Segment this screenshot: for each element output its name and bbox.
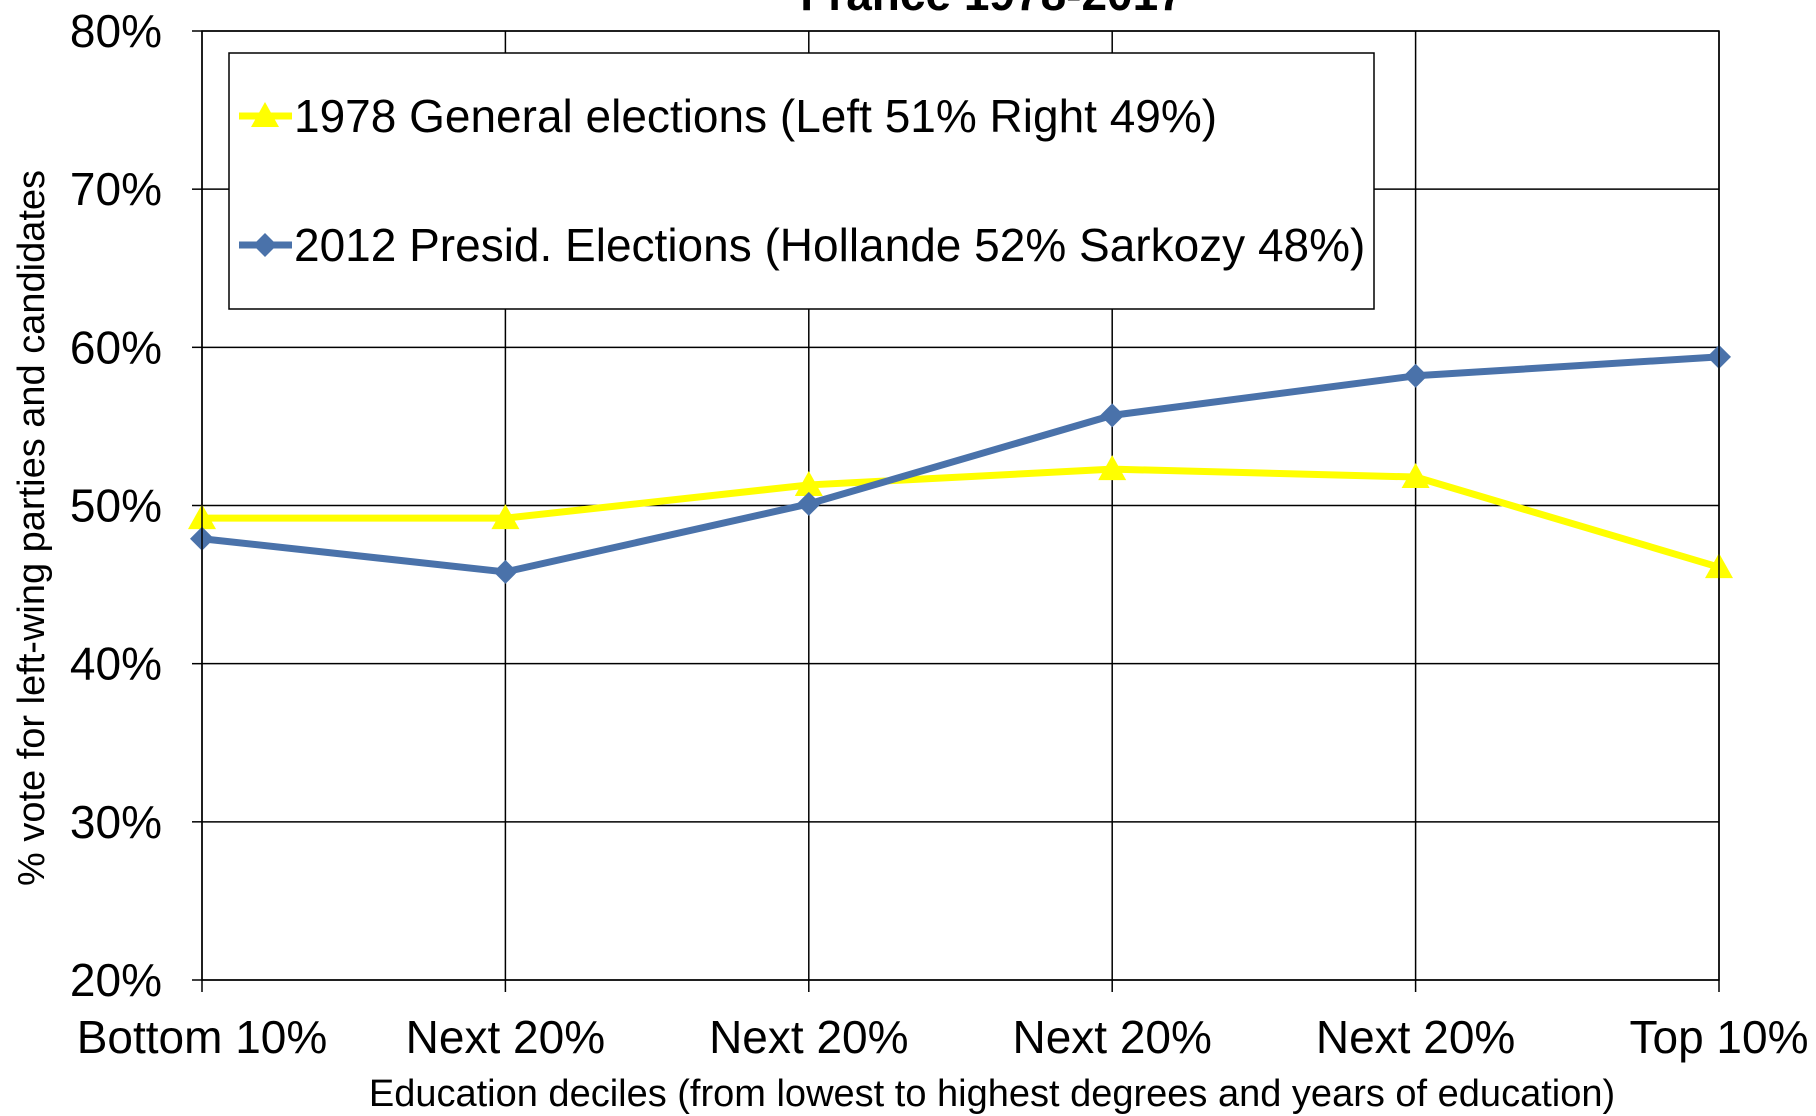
- marker: [1403, 363, 1428, 388]
- y-tick-label: 40%: [70, 638, 162, 690]
- legend-box: [228, 52, 1375, 310]
- legend: 1978 General elections (Left 51% Right 4…: [228, 52, 1375, 310]
- x-tick-label: Next 20%: [709, 1011, 908, 1063]
- x-tick-label: Next 20%: [1316, 1011, 1515, 1063]
- marker: [794, 470, 823, 496]
- y-tick-label: 20%: [70, 954, 162, 1006]
- x-tick-label: Next 20%: [406, 1011, 605, 1063]
- x-tick-label: Next 20%: [1012, 1011, 1211, 1063]
- x-tick-label: Top 10%: [1629, 1011, 1808, 1063]
- marker: [796, 491, 821, 516]
- x-axis-title: Education deciles (from lowest to highes…: [369, 1073, 1615, 1115]
- marker: [491, 504, 520, 530]
- y-axis-title: % vote for left-wing parties and candida…: [11, 170, 53, 886]
- y-tick-label: 80%: [70, 5, 162, 57]
- plot-frame: [201, 30, 1720, 981]
- series-line: [202, 465, 1720, 571]
- y-tick-label: 50%: [70, 480, 162, 532]
- marker: [493, 559, 518, 584]
- y-tick-label: 60%: [70, 321, 162, 373]
- marker: [1098, 455, 1127, 481]
- marker: [1401, 463, 1430, 489]
- y-tick-label: 30%: [70, 796, 162, 848]
- series-line: [201, 353, 1720, 576]
- y-tick-label: 70%: [70, 163, 162, 215]
- chart-title: France 1978-2017: [800, 0, 1184, 20]
- marker: [253, 233, 277, 257]
- marker: [251, 102, 279, 127]
- x-tick-label: Bottom 10%: [77, 1011, 328, 1063]
- marker: [1100, 403, 1125, 428]
- legend-label: 1978 General elections (Left 51% Right 4…: [294, 90, 1217, 142]
- legend-label: 2012 Presid. Elections (Hollande 52% Sar…: [294, 219, 1365, 271]
